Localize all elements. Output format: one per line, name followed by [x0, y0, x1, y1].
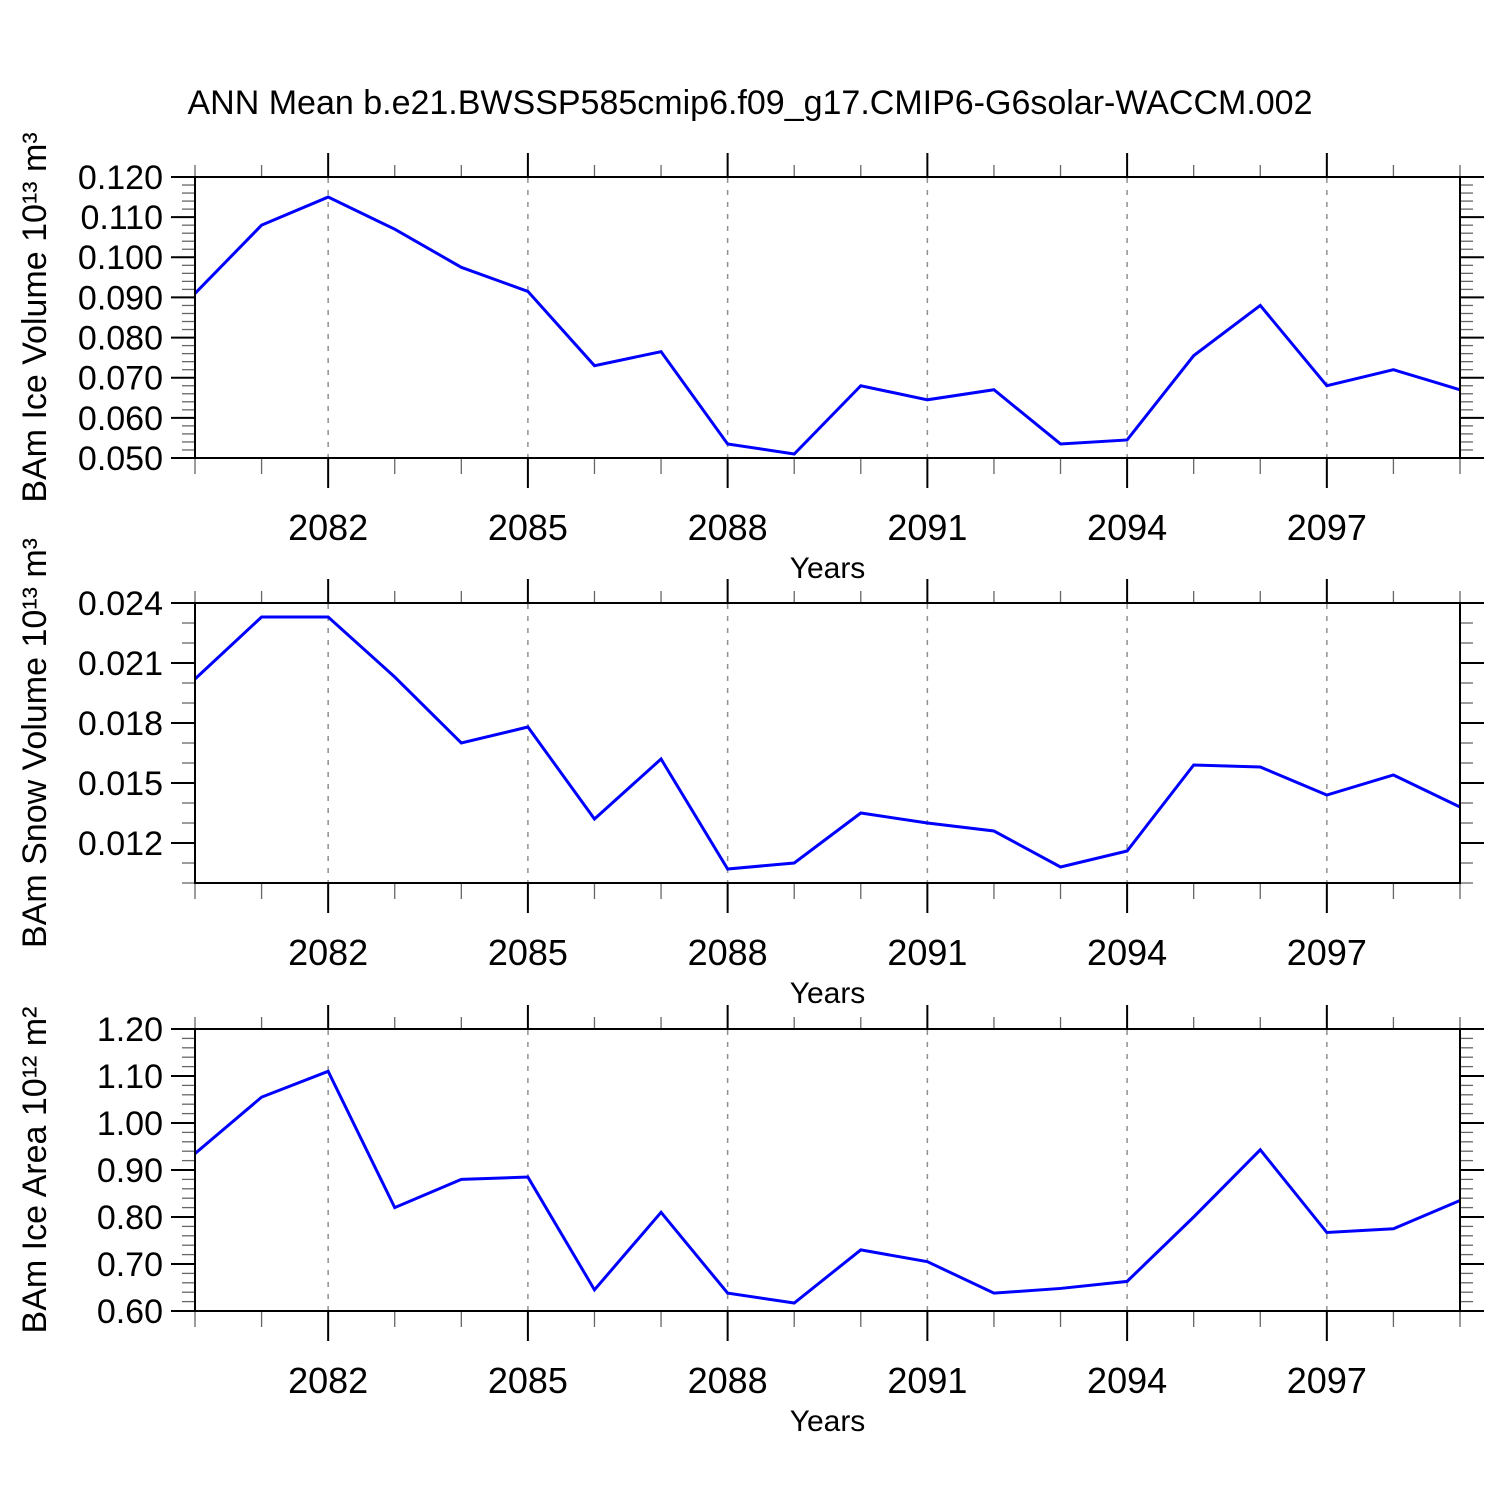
y-tick-label: 0.90: [97, 1152, 163, 1190]
x-tick-label: 2091: [887, 507, 967, 548]
y-tick-label: 0.060: [78, 400, 163, 438]
chart-title: ANN Mean b.e21.BWSSP585cmip6.f09_g17.CMI…: [187, 84, 1313, 122]
data-line-ice-area: [194, 1069, 1461, 1305]
y-tick-label: 0.100: [78, 239, 163, 277]
y-tick-label: 0.70: [97, 1246, 163, 1284]
y-tick-label: 0.070: [78, 360, 163, 398]
x-tick-label: 2088: [688, 507, 768, 548]
x-tick-label: 2088: [688, 932, 768, 973]
y-tick-label: 0.090: [78, 279, 163, 317]
y-tick-label: 0.60: [97, 1293, 163, 1331]
y-axis-title: BAm Ice Area 10¹² m²: [16, 1007, 54, 1334]
x-tick-label: 2091: [887, 932, 967, 973]
y-axis-title: BAm Ice Volume 10¹³ m³: [16, 132, 54, 502]
x-axis-title: Years: [790, 552, 866, 585]
plot-box: [194, 176, 1461, 459]
x-tick-label: 2085: [488, 1360, 568, 1401]
y-tick-label: 0.018: [78, 705, 163, 743]
plot-box: [194, 602, 1461, 884]
data-line-ice-volume: [193, 195, 1461, 456]
y-tick-label: 1.10: [97, 1058, 163, 1096]
x-tick-label: 2097: [1287, 1360, 1367, 1401]
y-axis-title: BAm Snow Volume 10¹³ m³: [16, 538, 54, 948]
x-tick-label: 2082: [288, 507, 368, 548]
x-tick-label: 2097: [1287, 507, 1367, 548]
x-tick-label: 2082: [288, 932, 368, 973]
y-tick-label: 0.120: [78, 159, 163, 197]
y-tick-label: 0.050: [78, 440, 163, 478]
y-tick-label: 0.80: [97, 1199, 163, 1237]
x-tick-label: 2085: [488, 507, 568, 548]
x-tick-label: 2094: [1087, 1360, 1167, 1401]
panel-ice-volume: 0.0500.0600.0700.0800.0900.1000.1100.120…: [16, 132, 1484, 585]
x-tick-label: 2094: [1087, 932, 1167, 973]
y-tick-label: 0.012: [78, 825, 163, 863]
x-tick-label: 2091: [887, 1360, 967, 1401]
plot-box: [194, 1028, 1461, 1312]
y-tick-label: 0.015: [78, 765, 163, 803]
y-tick-label: 0.021: [78, 645, 163, 683]
x-tick-label: 2088: [688, 1360, 768, 1401]
x-tick-label: 2094: [1087, 507, 1167, 548]
data-line-snow-volume: [193, 615, 1461, 871]
x-tick-label: 2097: [1287, 932, 1367, 973]
panel-snow-volume: 0.012 0.015 0.018 0.021 0.024 2082 2085 2088 209…: [16, 538, 1484, 1010]
x-axis-title: Years: [790, 977, 866, 1010]
y-tick-label: 1.20: [97, 1011, 163, 1049]
y-tick-label: 1.00: [97, 1105, 163, 1143]
y-tick-label: 0.110: [80, 199, 163, 237]
y-tick-label: 0.080: [78, 319, 163, 357]
y-tick-label: 0.024: [78, 585, 163, 623]
x-axis-title: Years: [790, 1405, 866, 1438]
x-tick-label: 2082: [288, 1360, 368, 1401]
x-tick-label: 2085: [488, 932, 568, 973]
panel-ice-area: 0.60 0.70 0.80 0.90 1.00 1.10 1.20 2082 2085 2088…: [16, 1005, 1484, 1438]
